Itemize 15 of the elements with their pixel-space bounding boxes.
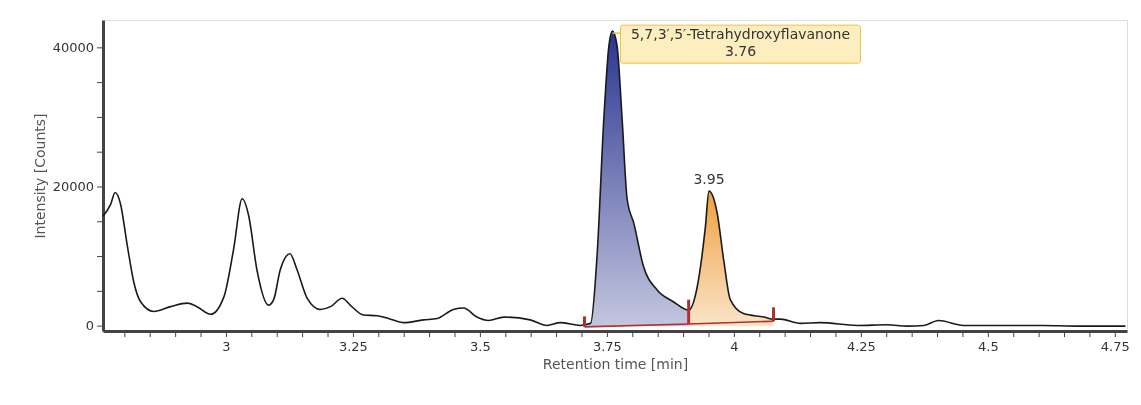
y-tick-label: 20000 — [52, 178, 94, 194]
x-tick-label: 3.5 — [470, 339, 491, 354]
x-axis-title: Retention time [min] — [542, 355, 689, 372]
x-tick-label: 4.75 — [1100, 339, 1130, 354]
line-series — [102, 30, 1127, 327]
x-tick-label: 3.25 — [338, 339, 368, 354]
x-tick-label: 4 — [730, 339, 739, 354]
y-tick-label: 40000 — [52, 39, 94, 55]
y-axis-title: Intensity [Counts] — [31, 113, 48, 239]
x-tick-label: 3 — [222, 339, 231, 354]
x-tick-label: 4.5 — [977, 339, 999, 354]
x-tick-label: 3.75 — [592, 339, 622, 354]
x-tick-label: 4.25 — [846, 339, 876, 354]
y-tick-label: 0 — [85, 318, 94, 334]
annotation: 3.95 — [693, 171, 725, 188]
